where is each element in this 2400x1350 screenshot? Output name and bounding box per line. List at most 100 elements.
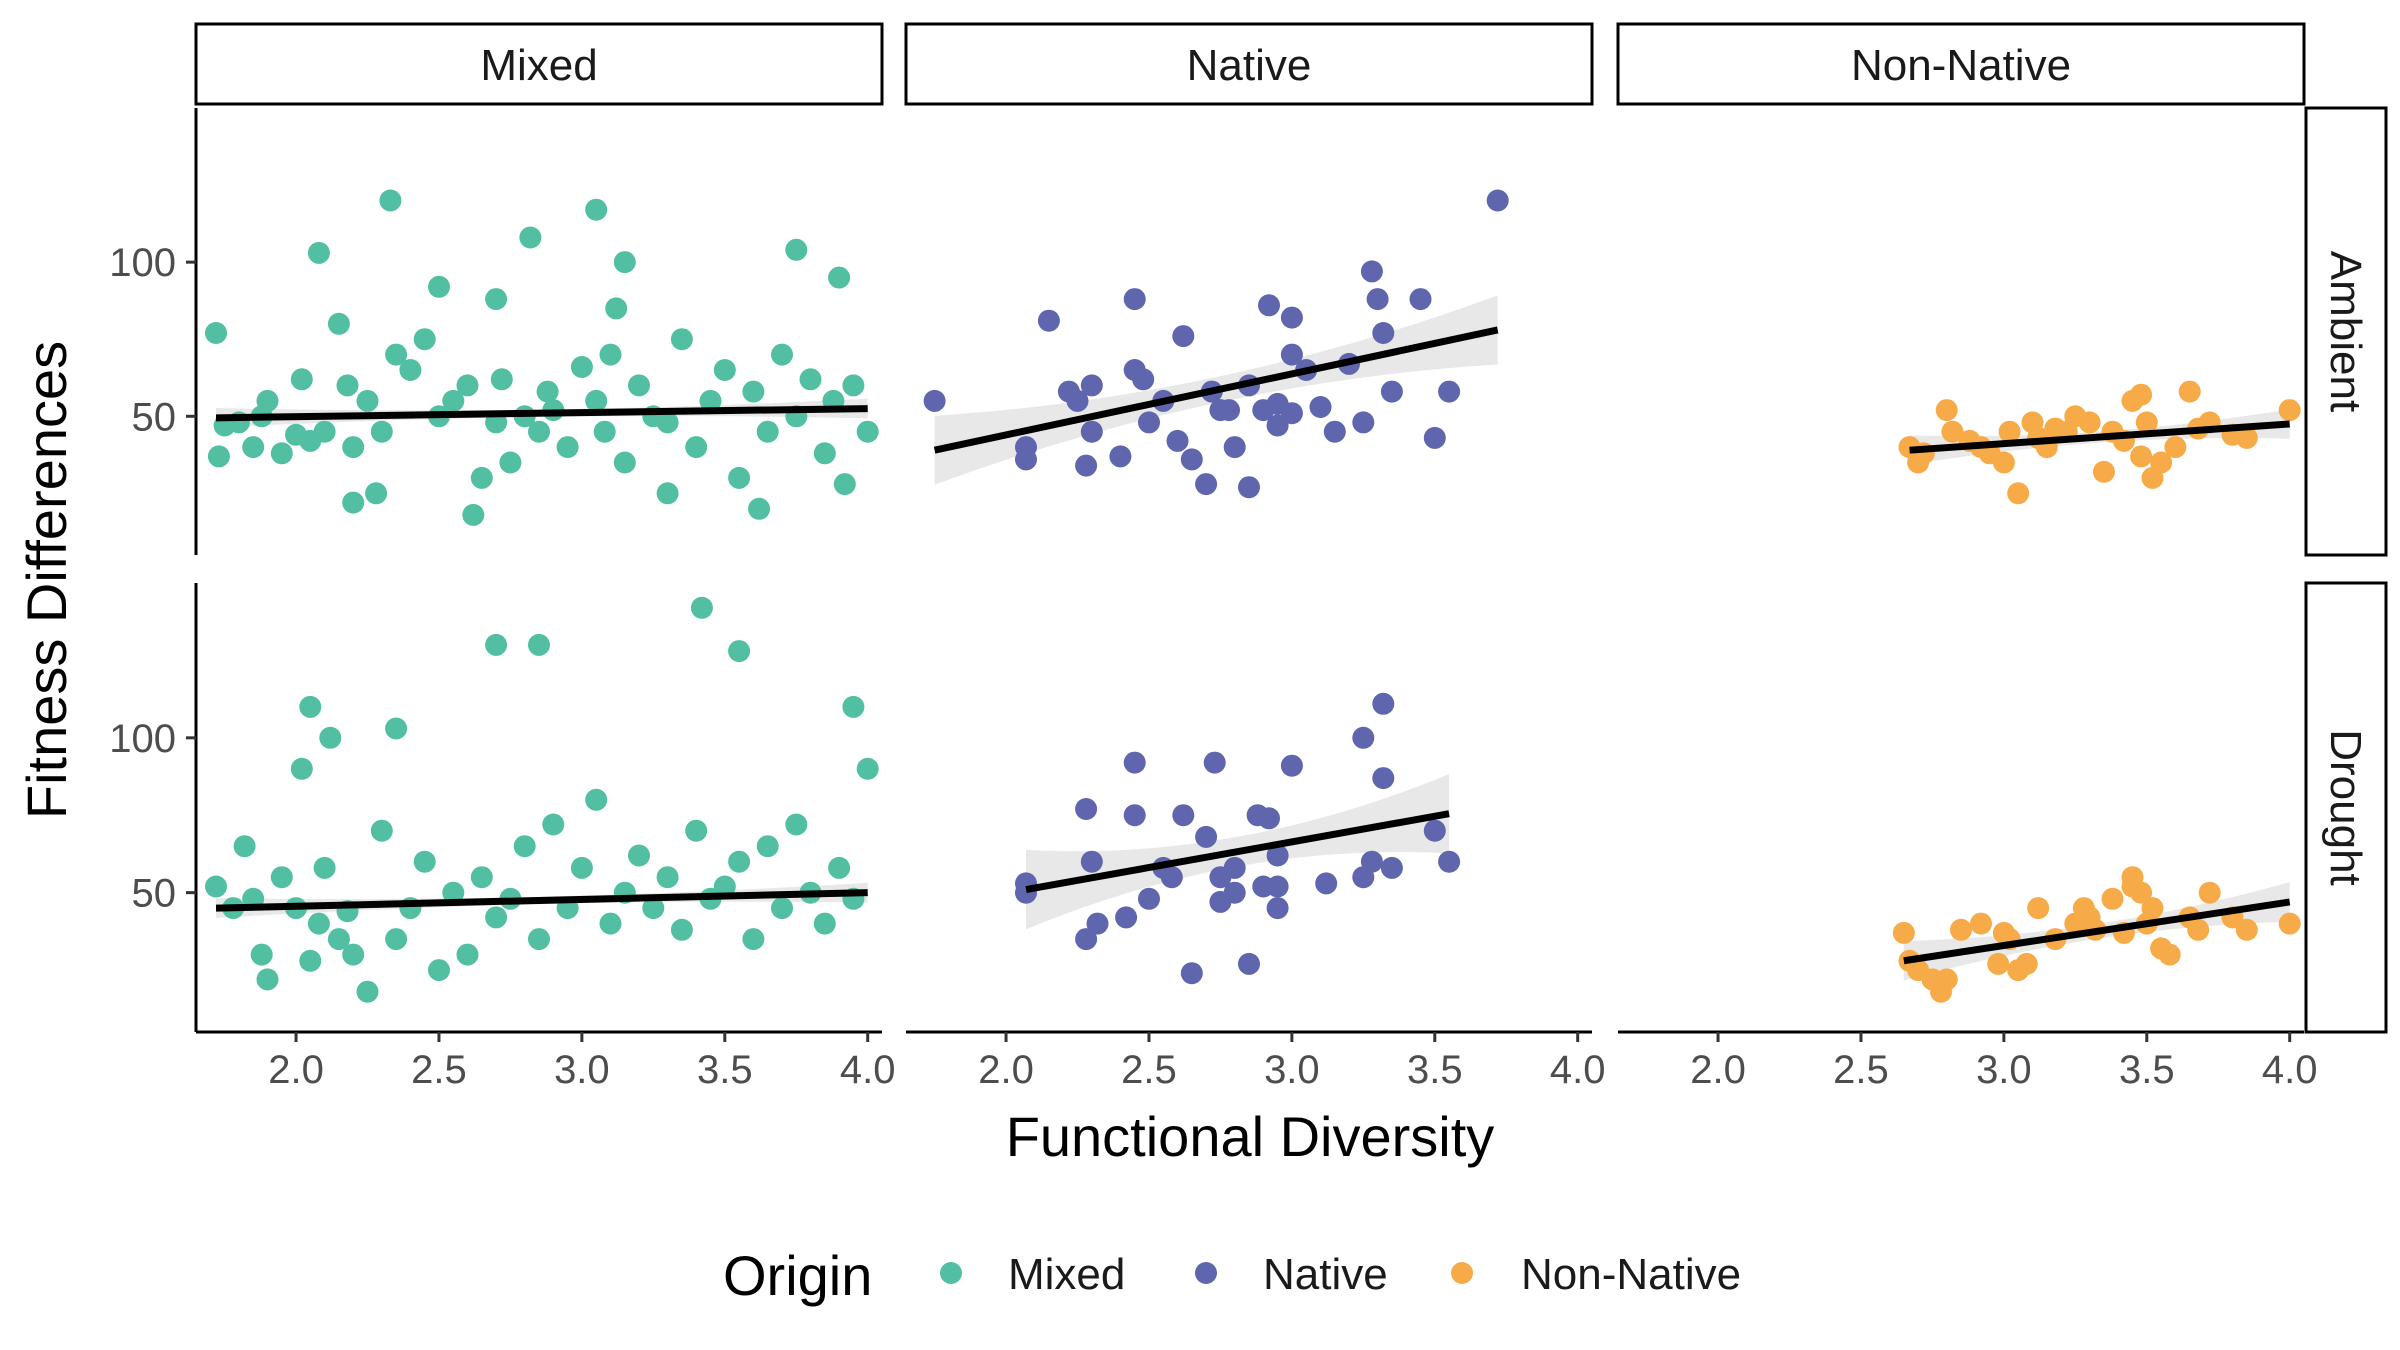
data-point — [519, 226, 542, 249]
data-point — [585, 788, 608, 811]
data-point — [2078, 411, 2101, 434]
data-point — [1266, 844, 1289, 867]
panel-ambient-native — [923, 189, 1509, 499]
data-point — [556, 436, 579, 459]
data-point — [270, 442, 293, 465]
data-point — [1172, 804, 1195, 827]
panels-layer — [205, 189, 2301, 1003]
data-point — [270, 866, 293, 889]
data-point — [2158, 943, 2181, 966]
legend-key — [1451, 1262, 1473, 1284]
strip-box — [1616, 22, 2306, 106]
data-point — [456, 374, 479, 397]
data-point — [1423, 819, 1446, 842]
data-point — [1423, 426, 1446, 449]
data-point — [828, 856, 851, 879]
data-point — [242, 436, 265, 459]
data-point — [599, 343, 622, 366]
data-point — [593, 420, 616, 443]
data-point — [1892, 921, 1915, 944]
strip-labels: Mixed Native Non-Native Ambient Drought — [194, 22, 2388, 1034]
x-tick-label: 3.5 — [697, 1048, 753, 1092]
data-point — [528, 928, 550, 951]
data-point — [2101, 887, 2124, 910]
data-point — [570, 356, 593, 378]
data-point — [342, 491, 365, 514]
data-point — [699, 389, 722, 412]
strip-mixed: Mixed — [194, 22, 884, 106]
data-point — [785, 813, 808, 836]
data-point — [1309, 396, 1332, 418]
data-point — [1992, 451, 2015, 474]
data-point — [499, 451, 522, 474]
data-point — [327, 928, 350, 951]
data-point — [670, 328, 693, 351]
data-point — [2278, 399, 2301, 422]
data-point — [356, 389, 379, 412]
data-point — [342, 943, 365, 966]
data-point — [1109, 445, 1132, 468]
data-point — [828, 266, 851, 289]
x-tick-label: 3.5 — [1407, 1048, 1463, 1092]
data-point — [1409, 288, 1432, 311]
data-point — [728, 640, 751, 663]
data-point — [1195, 825, 1218, 848]
data-point — [1280, 402, 1303, 425]
data-point — [1123, 804, 1146, 827]
data-point — [385, 717, 408, 740]
y-axis-title: Fitness Differences — [15, 341, 78, 819]
data-point — [205, 875, 227, 898]
data-point — [742, 928, 765, 951]
data-point — [370, 819, 393, 842]
x-tick-label: 4.0 — [840, 1048, 896, 1092]
regression-line — [933, 326, 1499, 454]
data-point — [1941, 420, 1964, 443]
data-point — [399, 359, 422, 381]
data-point — [1180, 962, 1203, 985]
data-point — [1180, 448, 1203, 471]
data-point — [207, 445, 230, 468]
strip-label: Native — [1187, 41, 1312, 90]
data-point — [642, 897, 665, 920]
data-point — [2278, 912, 2301, 935]
data-point — [1266, 414, 1289, 437]
legend-label: Native — [1263, 1250, 1388, 1299]
data-point — [1372, 692, 1395, 715]
strip-non-native: Non-Native — [1616, 22, 2306, 106]
data-point — [1360, 850, 1383, 873]
y-tick-label: 50 — [132, 395, 177, 439]
panel-drought-native — [1015, 692, 1461, 985]
data-point — [256, 968, 279, 991]
strip-label: Ambient — [2321, 251, 2370, 412]
data-point — [313, 420, 336, 443]
data-point — [2121, 866, 2144, 889]
data-point — [1486, 189, 1509, 212]
data-point — [470, 866, 493, 889]
data-point — [570, 856, 593, 879]
x-tick-label: 3.5 — [2119, 1048, 2175, 1092]
legend: Origin Mixed Native Non-Native — [723, 1244, 1741, 1307]
data-point — [442, 389, 465, 412]
data-point — [1987, 952, 2010, 975]
data-point — [1223, 856, 1246, 879]
data-point — [490, 368, 513, 391]
data-point — [307, 241, 330, 264]
data-point — [385, 343, 408, 366]
axes-layer: 50 100 50 100 2.0 2.5 3.0 3.5 4.0 2.0 2.5 3.0 3.5 4.0… — [109, 108, 2318, 1092]
data-point — [1132, 368, 1155, 391]
strip-ambient: Ambient — [2304, 106, 2388, 557]
data-point — [327, 312, 350, 335]
data-point — [442, 881, 465, 904]
data-point — [542, 813, 565, 836]
data-point — [713, 875, 736, 898]
data-point — [923, 389, 946, 412]
data-point — [585, 389, 608, 412]
data-point — [428, 275, 450, 298]
data-point — [1123, 751, 1146, 774]
data-point — [1366, 288, 1389, 311]
x-axis-mixed: 2.0 2.5 3.0 3.5 4.0 — [196, 1030, 896, 1092]
data-point — [2150, 451, 2173, 474]
strip-box — [904, 22, 1594, 106]
x-tick-label: 2.5 — [1121, 1048, 1177, 1092]
data-point — [856, 420, 879, 443]
